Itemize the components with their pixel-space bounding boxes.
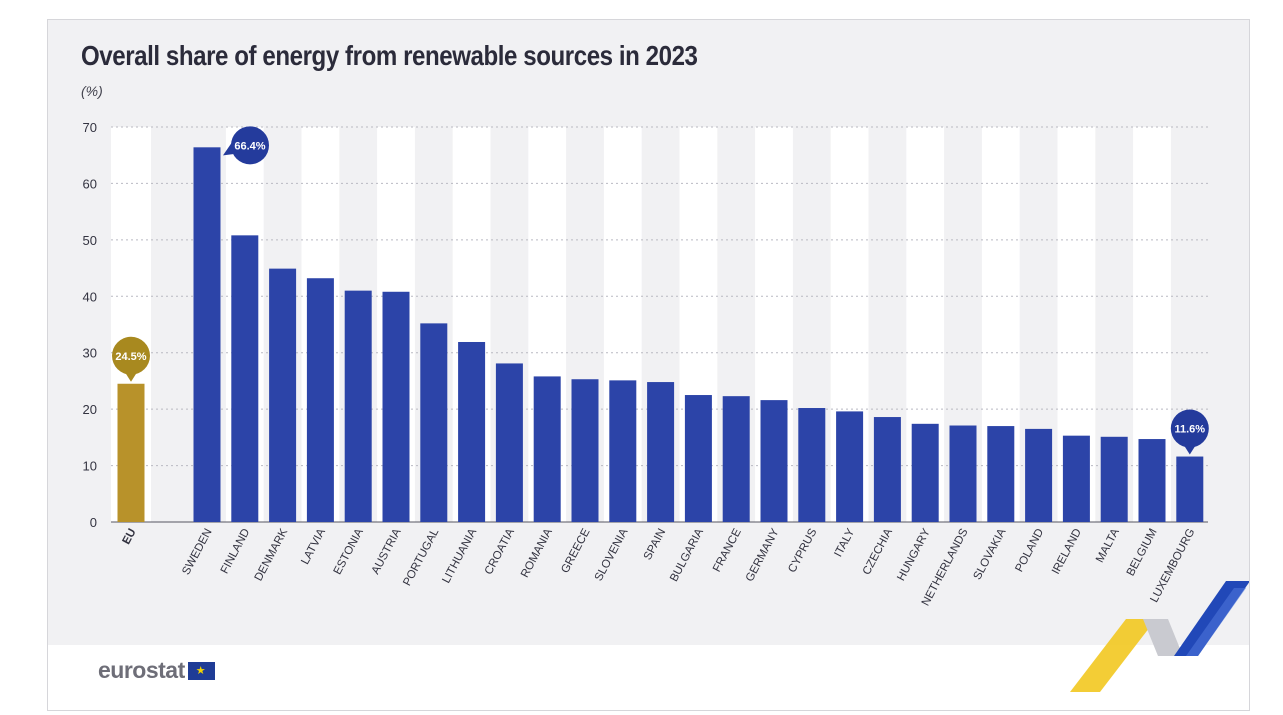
bar-italy bbox=[836, 411, 864, 522]
bar-malta bbox=[1100, 436, 1128, 522]
bar-sweden bbox=[193, 147, 221, 523]
bar-czechia bbox=[873, 417, 901, 522]
bar-spain bbox=[647, 382, 675, 522]
y-tick-label: 20 bbox=[83, 402, 97, 417]
bar-france bbox=[722, 396, 750, 522]
x-tick-label: ESTONIA bbox=[332, 526, 366, 576]
x-tick-label: LATVIA bbox=[299, 526, 328, 566]
bar-slovakia bbox=[987, 426, 1015, 522]
callouts: 24.5% 66.4% 11.6% bbox=[112, 126, 1209, 455]
x-tick-label: SWEDEN bbox=[180, 527, 214, 577]
bar-germany bbox=[760, 400, 788, 522]
bar-hungary bbox=[911, 423, 939, 522]
x-tick-label: DENMARK bbox=[253, 526, 291, 583]
x-tick-label: FRANCE bbox=[711, 526, 744, 574]
unit-label: (%) bbox=[81, 83, 103, 99]
x-tick-label: IRELAND bbox=[1050, 527, 1084, 577]
bar-chart: 0 10 20 30 40 50 60 70 EU SWEDEN FINLAND DENMARK LAT… bbox=[83, 120, 1249, 692]
y-tick-label: 60 bbox=[83, 176, 97, 191]
callout-eu: 24.5% bbox=[112, 336, 150, 382]
x-tick-label: ITALY bbox=[832, 526, 857, 559]
bar-denmark bbox=[269, 268, 297, 522]
x-tick-label: CYPRUS bbox=[786, 526, 819, 574]
callout-label: 66.4% bbox=[234, 140, 265, 152]
x-tick-label: ROMANIA bbox=[519, 526, 555, 579]
y-tick-label: 70 bbox=[83, 120, 97, 135]
bar-eu bbox=[117, 383, 145, 522]
bar-romania bbox=[533, 376, 561, 522]
bar-slovenia bbox=[609, 380, 637, 522]
y-grid: 0 10 20 30 40 50 60 70 bbox=[83, 120, 1208, 530]
callout-bubble bbox=[1170, 409, 1209, 448]
chart-title: Overall share of energy from renewable s… bbox=[81, 40, 698, 71]
callout-label: 11.6% bbox=[1175, 424, 1206, 436]
footer-band bbox=[48, 645, 1249, 710]
x-tick-label: EU bbox=[121, 527, 139, 547]
bar-estonia bbox=[344, 290, 372, 522]
x-tick-label: LITHUANIA bbox=[440, 526, 479, 585]
y-tick-label: 10 bbox=[83, 459, 97, 474]
decorative-chevron-icon bbox=[1070, 581, 1249, 692]
x-tick-label: GREECE bbox=[559, 526, 593, 575]
x-tick-label: CZECHIA bbox=[861, 526, 895, 576]
bar-lithuania bbox=[458, 341, 486, 522]
x-tick-label: PORTUGAL bbox=[401, 526, 441, 588]
x-tick-labels: EU SWEDEN FINLAND DENMARK LATVIA ESTONIA AUSTR… bbox=[121, 526, 1198, 608]
bar-luxembourg bbox=[1176, 456, 1204, 522]
eu-flag-icon bbox=[187, 661, 215, 680]
y-tick-label: 40 bbox=[83, 289, 97, 304]
callout-label: 24.5% bbox=[115, 351, 146, 363]
y-tick-label: 0 bbox=[90, 515, 97, 530]
x-tick-label: BELGIUM bbox=[1125, 527, 1160, 578]
callout-bubble bbox=[231, 126, 269, 165]
callout-luxembourg: 11.6% bbox=[1170, 409, 1209, 455]
x-tick-label: CROATIA bbox=[483, 526, 517, 576]
x-tick-label: POLAND bbox=[1013, 527, 1046, 574]
bar-ireland bbox=[1062, 435, 1090, 522]
x-tick-label: GERMANY bbox=[744, 526, 782, 583]
y-tick-label: 50 bbox=[83, 233, 97, 248]
x-tick-label: FINLAND bbox=[219, 527, 253, 576]
bar-netherlands bbox=[949, 425, 977, 522]
bar-finland bbox=[231, 235, 259, 523]
eurostat-logo: eurostat bbox=[98, 657, 215, 684]
chart-card: Overall share of energy from renewable s… bbox=[47, 19, 1250, 711]
y-tick-label: 30 bbox=[83, 346, 97, 361]
callout-sweden: 66.4% bbox=[223, 126, 269, 165]
bar-poland bbox=[1025, 428, 1053, 522]
bar-portugal bbox=[420, 323, 448, 522]
x-tick-label: AUSTRIA bbox=[370, 526, 404, 576]
bar-latvia bbox=[306, 278, 334, 522]
x-tick-label: MALTA bbox=[1094, 526, 1122, 564]
bar-belgium bbox=[1138, 439, 1166, 522]
x-tick-label: SLOVENIA bbox=[593, 526, 631, 583]
logo-text: eurostat bbox=[98, 657, 185, 683]
bars bbox=[117, 147, 1204, 523]
x-tick-label: BULGARIA bbox=[668, 526, 706, 583]
bar-austria bbox=[382, 291, 410, 522]
x-tick-label: HUNGARY bbox=[895, 526, 933, 583]
x-tick-label: SLOVAKIA bbox=[972, 526, 1009, 581]
bar-cyprus bbox=[798, 408, 826, 522]
bar-bulgaria bbox=[684, 395, 712, 522]
x-tick-label: SPAIN bbox=[642, 527, 668, 562]
bar-croatia bbox=[495, 363, 523, 522]
callout-bubble bbox=[112, 336, 150, 375]
bar-greece bbox=[571, 379, 599, 522]
